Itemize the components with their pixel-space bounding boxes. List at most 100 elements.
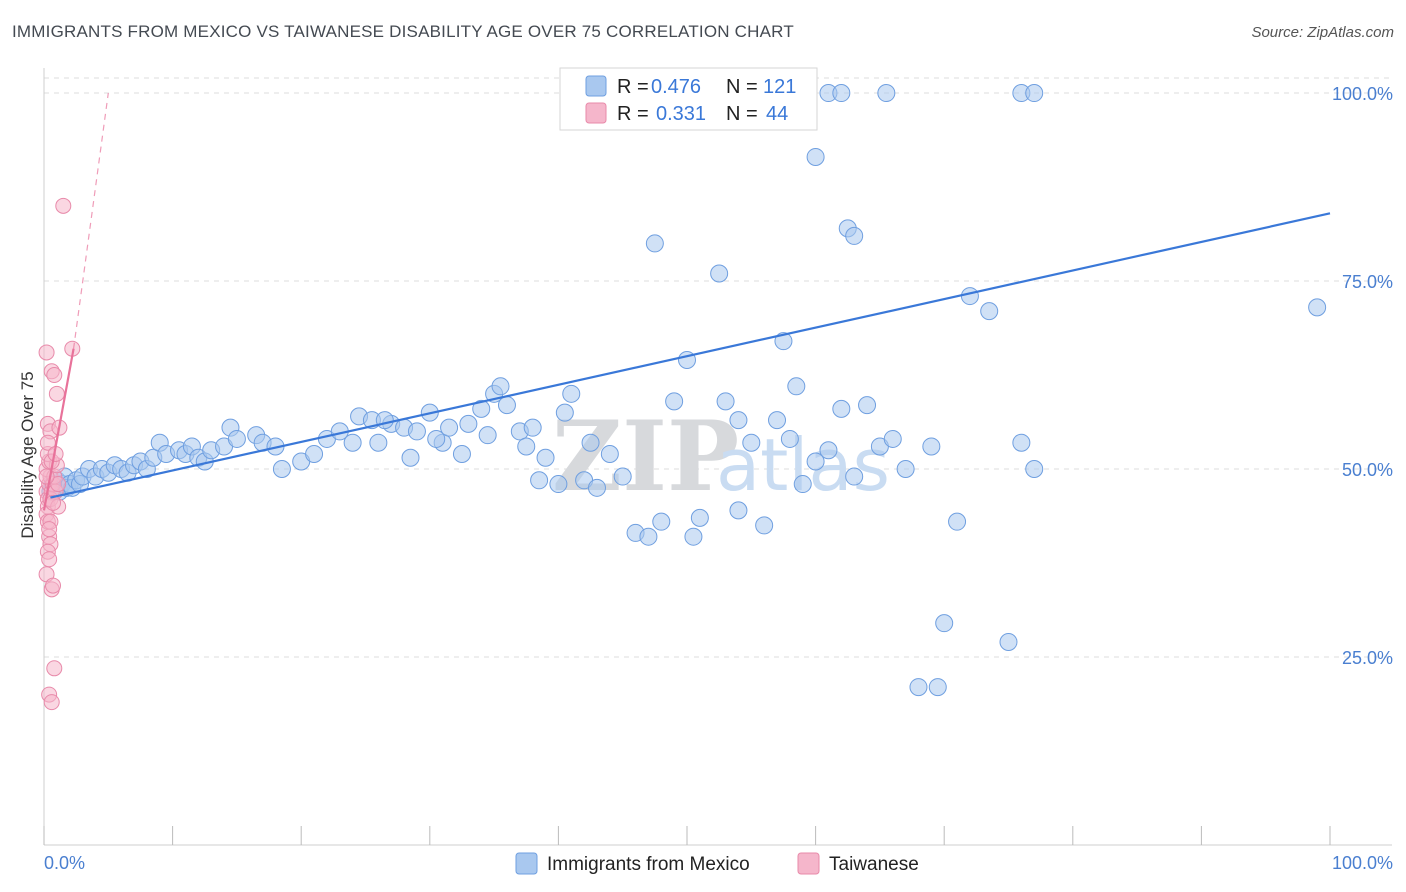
bottom-legend-label-mexico: Immigrants from Mexico	[547, 854, 750, 875]
point-mexico-49	[401, 448, 420, 467]
point-mexico-100	[999, 632, 1018, 651]
point-mexico-55	[459, 414, 478, 433]
point-taiwanese-31	[43, 694, 60, 711]
point-mexico-109	[729, 501, 748, 520]
point-mexico-59	[497, 396, 516, 415]
y-axis-label: Disability Age Over 75	[18, 371, 37, 538]
point-mexico-62	[523, 418, 542, 437]
bottom-legend-swatch-mexico	[515, 852, 538, 875]
point-taiwanese-32	[46, 660, 63, 677]
legend-r-value-1: 0.476	[651, 76, 701, 98]
point-mexico-69	[600, 444, 619, 463]
point-mexico-112	[478, 426, 497, 445]
point-mexico-61	[517, 437, 536, 456]
point-mexico-96	[935, 614, 954, 633]
grid-lines	[44, 77, 1392, 658]
point-mexico-83	[780, 429, 799, 448]
watermark-zip: ZIP	[552, 400, 739, 513]
point-mexico-97	[948, 512, 967, 531]
point-mexico-78	[729, 411, 748, 430]
point-mexico-76	[690, 508, 709, 527]
watermark-atlas: atlas	[716, 423, 890, 507]
point-mexico-91	[883, 429, 902, 448]
point-mexico-46	[369, 433, 388, 452]
point-taiwanese-25	[46, 367, 63, 384]
point-mexico-79	[742, 433, 761, 452]
point-mexico-114	[581, 433, 600, 452]
point-mexico-108	[845, 226, 864, 245]
point-mexico-121	[1025, 84, 1044, 103]
y-tick-label-1: 50.0%	[1342, 460, 1393, 480]
tick-labels: 25.0% 50.0% 75.0% 100.0% 0.0% 100.0%	[44, 84, 1393, 873]
legend-r-value-2: 0.331	[656, 103, 706, 125]
point-mexico-70	[613, 467, 632, 486]
point-mexico-113	[375, 411, 394, 430]
point-mexico-99	[980, 302, 999, 321]
legend-n-label-2: N =	[726, 103, 758, 125]
point-mexico-101	[1012, 433, 1031, 452]
point-mexico-73	[652, 512, 671, 531]
legend-swatch-blue	[585, 75, 607, 97]
point-mexico-89	[858, 396, 877, 415]
point-mexico-88	[845, 467, 864, 486]
point-mexico-93	[909, 678, 928, 697]
point-mexico-94	[922, 437, 941, 456]
point-mexico-111	[555, 403, 574, 422]
point-mexico-103	[645, 234, 664, 253]
point-taiwanese-38	[41, 521, 58, 538]
legend-n-label-1: N =	[726, 76, 758, 98]
point-mexico-65	[549, 475, 568, 494]
point-mexico-92	[896, 460, 915, 479]
point-mexico-82	[774, 332, 793, 351]
x-tick-label-1: 100.0%	[1332, 853, 1393, 873]
trend-lines	[42, 92, 1331, 511]
point-taiwanese-17	[41, 551, 58, 568]
series-taiwanese	[38, 197, 81, 711]
point-mexico-74	[665, 392, 684, 411]
point-mexico-77	[716, 392, 735, 411]
point-mexico-64	[536, 448, 555, 467]
point-mexico-81	[768, 411, 787, 430]
legend-r-label-2: R =	[617, 103, 649, 125]
chart-title: IMMIGRANTS FROM MEXICO VS TAIWANESE DISA…	[12, 22, 794, 41]
trend-line-taiwanese	[42, 348, 75, 511]
point-mexico-80	[755, 516, 774, 535]
x-tick-label-0: 0.0%	[44, 853, 85, 873]
y-tick-label-0: 25.0%	[1342, 648, 1393, 668]
point-mexico-115	[787, 377, 806, 396]
legend-n-value-1: 121	[763, 76, 796, 98]
point-mexico-40	[305, 444, 324, 463]
series-legend: Immigrants from Mexico Taiwanese	[515, 852, 919, 875]
point-mexico-98	[960, 287, 979, 306]
point-taiwanese-20	[45, 577, 62, 594]
point-mexico-87	[832, 399, 851, 418]
point-taiwanese-29	[55, 197, 72, 214]
y-tick-label-3: 100.0%	[1332, 84, 1393, 104]
point-mexico-122	[1308, 298, 1327, 317]
point-mexico-104	[710, 264, 729, 283]
point-mexico-84	[793, 475, 812, 494]
point-mexico-85	[806, 452, 825, 471]
point-mexico-106	[806, 147, 825, 166]
point-mexico-110	[427, 429, 446, 448]
y-tick-label-2: 75.0%	[1342, 272, 1393, 292]
bottom-legend-swatch-taiwanese	[797, 852, 820, 875]
bottom-legend-label-taiwanese: Taiwanese	[829, 854, 919, 875]
point-mexico-102	[1025, 460, 1044, 479]
trend-line-mexico	[50, 212, 1331, 499]
point-mexico-53	[440, 418, 459, 437]
point-mexico-66	[562, 384, 581, 403]
point-mexico-119	[877, 84, 896, 103]
point-mexico-58	[491, 377, 510, 396]
point-mexico-43	[343, 433, 362, 452]
point-mexico-34	[227, 429, 246, 448]
point-taiwanese-42	[50, 476, 67, 493]
point-mexico-118	[832, 84, 851, 103]
point-mexico-72	[639, 527, 658, 546]
series-immigrants-from-mexico	[41, 84, 1327, 697]
chart-source: Source: ZipAtlas.com	[1251, 24, 1394, 41]
point-taiwanese-26	[48, 385, 65, 402]
point-mexico-63	[530, 471, 549, 490]
point-mexico-86	[819, 441, 838, 460]
